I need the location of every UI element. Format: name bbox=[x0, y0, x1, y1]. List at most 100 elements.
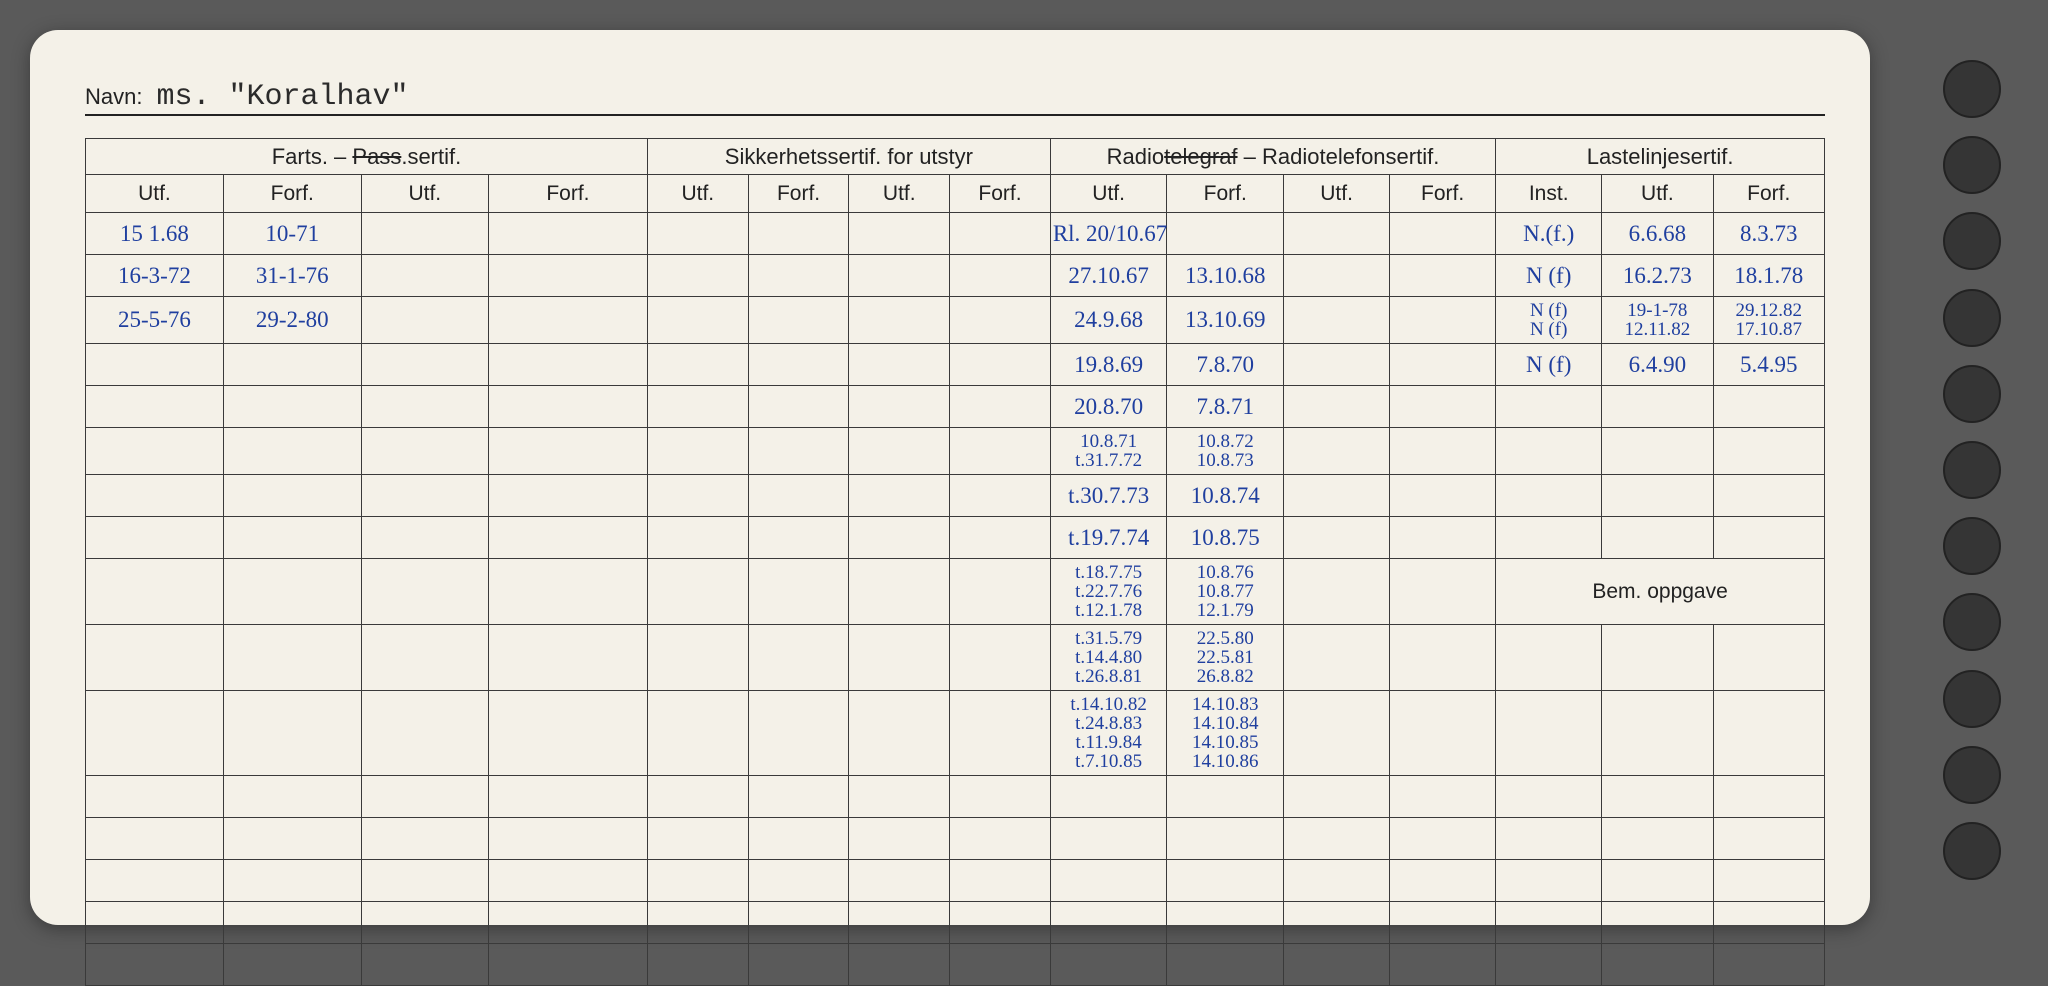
cell: 5.4.95 bbox=[1713, 344, 1824, 386]
col-forf: Forf. bbox=[223, 175, 361, 213]
cell bbox=[748, 860, 849, 902]
cell bbox=[1713, 517, 1824, 559]
cell: 31-1-76 bbox=[223, 255, 361, 297]
table-row: 19.8.697.8.70N (f)6.4.905.4.95 bbox=[86, 344, 1825, 386]
cell: 22.5.8022.5.8126.8.82 bbox=[1167, 625, 1284, 691]
hole-icon bbox=[1943, 517, 2001, 575]
col-forf: Forf. bbox=[748, 175, 849, 213]
cell bbox=[1602, 860, 1713, 902]
cell bbox=[1284, 255, 1390, 297]
ledger-card: Navn: ms. "Koralhav" Farts. – Pass.serti… bbox=[30, 30, 1870, 925]
cell bbox=[647, 776, 748, 818]
cell bbox=[488, 559, 647, 625]
hole-icon bbox=[1943, 60, 2001, 118]
table-row: t.30.7.7310.8.74 bbox=[86, 475, 1825, 517]
table-row bbox=[86, 776, 1825, 818]
cell bbox=[1496, 517, 1602, 559]
cell bbox=[647, 559, 748, 625]
cell bbox=[488, 213, 647, 255]
cell bbox=[1713, 428, 1824, 475]
cell bbox=[1284, 428, 1390, 475]
cell bbox=[1390, 818, 1496, 860]
cell: 29.12.8217.10.87 bbox=[1713, 297, 1824, 344]
cell bbox=[1390, 776, 1496, 818]
hole-icon bbox=[1943, 822, 2001, 880]
cell bbox=[849, 625, 950, 691]
cell bbox=[950, 213, 1051, 255]
cell bbox=[1496, 902, 1602, 944]
cell bbox=[950, 944, 1051, 986]
cell bbox=[1284, 902, 1390, 944]
cell bbox=[223, 517, 361, 559]
cell bbox=[849, 944, 950, 986]
cell bbox=[849, 344, 950, 386]
cell bbox=[950, 902, 1051, 944]
cell bbox=[1390, 944, 1496, 986]
cell bbox=[950, 386, 1051, 428]
cell bbox=[1390, 559, 1496, 625]
cell bbox=[1284, 297, 1390, 344]
cell: 24.9.68 bbox=[1050, 297, 1167, 344]
cell bbox=[748, 475, 849, 517]
cell bbox=[488, 776, 647, 818]
table-row: 15 1.6810-71Rl. 20/10.67N.(f.)6.6.688.3.… bbox=[86, 213, 1825, 255]
cell bbox=[223, 902, 361, 944]
cell bbox=[748, 255, 849, 297]
cell bbox=[950, 475, 1051, 517]
cell: 13.10.69 bbox=[1167, 297, 1284, 344]
cell bbox=[1496, 691, 1602, 776]
cell bbox=[1167, 213, 1284, 255]
cell: 18.1.78 bbox=[1713, 255, 1824, 297]
section-farts: Farts. – Pass.sertif. bbox=[86, 139, 648, 175]
cell bbox=[1496, 428, 1602, 475]
cell: 20.8.70 bbox=[1050, 386, 1167, 428]
cell bbox=[361, 625, 488, 691]
cell bbox=[1167, 860, 1284, 902]
cell bbox=[223, 559, 361, 625]
col-forf: Forf. bbox=[1390, 175, 1496, 213]
cell bbox=[1602, 691, 1713, 776]
cell: 29-2-80 bbox=[223, 297, 361, 344]
binder-holes bbox=[1933, 55, 2013, 905]
cell bbox=[1390, 475, 1496, 517]
cell: t.14.10.82t.24.8.83t.11.9.84t.7.10.85 bbox=[1050, 691, 1167, 776]
cell bbox=[1050, 818, 1167, 860]
cell bbox=[1050, 776, 1167, 818]
cell bbox=[647, 818, 748, 860]
col-utf: Utf. bbox=[361, 175, 488, 213]
cell bbox=[488, 818, 647, 860]
cell bbox=[488, 517, 647, 559]
cell bbox=[488, 344, 647, 386]
table-row: t.19.7.7410.8.75 bbox=[86, 517, 1825, 559]
col-utf: Utf. bbox=[86, 175, 224, 213]
cell bbox=[361, 428, 488, 475]
cell: 16.2.73 bbox=[1602, 255, 1713, 297]
hole-icon bbox=[1943, 136, 2001, 194]
cell bbox=[647, 517, 748, 559]
cell bbox=[86, 517, 224, 559]
cell bbox=[1284, 944, 1390, 986]
cell bbox=[1602, 818, 1713, 860]
cell bbox=[748, 818, 849, 860]
cell bbox=[1713, 625, 1824, 691]
cell bbox=[647, 344, 748, 386]
cell bbox=[1496, 818, 1602, 860]
header-rule bbox=[85, 114, 1825, 116]
cell bbox=[86, 475, 224, 517]
cell bbox=[950, 255, 1051, 297]
cell bbox=[361, 517, 488, 559]
cell bbox=[86, 902, 224, 944]
cell bbox=[1284, 860, 1390, 902]
cell bbox=[223, 428, 361, 475]
cell: t.19.7.74 bbox=[1050, 517, 1167, 559]
cell bbox=[1050, 902, 1167, 944]
cell bbox=[748, 344, 849, 386]
cell bbox=[849, 213, 950, 255]
cell bbox=[1496, 944, 1602, 986]
cell bbox=[361, 344, 488, 386]
cell: 8.3.73 bbox=[1713, 213, 1824, 255]
cell bbox=[361, 255, 488, 297]
cell: 10.8.75 bbox=[1167, 517, 1284, 559]
hole-icon bbox=[1943, 289, 2001, 347]
cell bbox=[361, 213, 488, 255]
